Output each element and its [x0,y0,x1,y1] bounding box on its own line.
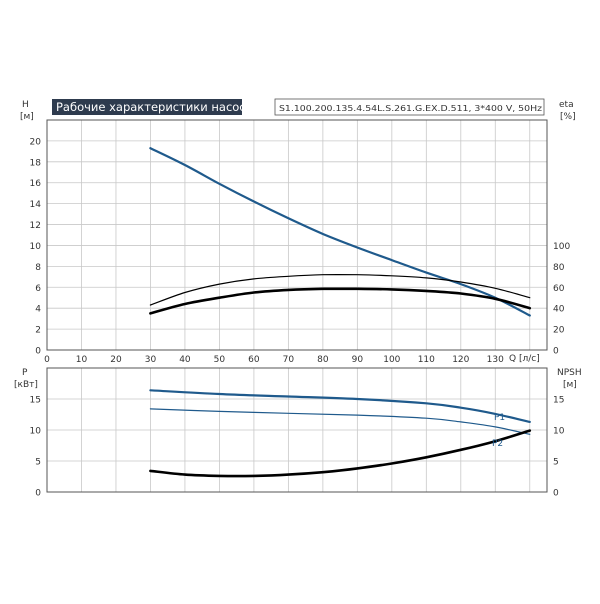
bottom-y-left-tick-label: 15 [30,396,41,406]
bottom-y-right-tick-label: 0 [553,489,559,499]
x-tick-label: 100 [383,355,400,365]
top-y-left-tick-label: 2 [35,326,41,336]
x-tick-label: 10 [76,355,88,365]
bottom-y-left-unit: [кВт] [14,380,38,390]
top-curve-0 [149,147,531,317]
curve-p2 [149,408,531,435]
x-tick-label: 50 [214,355,226,365]
top-y-right-tick-label: 40 [553,305,565,315]
x-tick-label: 60 [248,355,260,365]
bottom-y-right-tick-label: 15 [553,396,564,406]
top-y-right-tick-label: 0 [553,347,559,357]
top-y-left-tick-label: 10 [30,242,42,252]
top-y-left-tick-label: 4 [35,305,41,315]
top-y-left-tick-label: 18 [30,158,42,168]
series-label-p1: P1 [494,413,505,423]
x-tick-label: 110 [418,355,435,365]
bottom-y-right-unit: [м] [563,380,577,390]
curve-p1 [149,389,531,423]
x-tick-label: 80 [317,355,329,365]
bottom-panel-frame [46,367,548,493]
top-curve-1 [149,287,532,315]
frame-layer [46,119,548,493]
tick-layer: 0 10 20 30 40 50 60 70 80 90 100 110 120 130024681012… [30,137,571,498]
x-tick-label: 90 [352,355,364,365]
title-background [52,99,242,115]
x-tick-label: 120 [452,355,469,365]
top-y-left-tick-label: 20 [30,137,42,147]
x-tick-label: 20 [110,355,122,365]
x-tick-label: 0 [44,355,50,365]
x-tick-label: 130 [487,355,504,365]
chart-title: Рабочие характеристики насоса [56,100,253,114]
series-label-p2: P2 [492,439,503,449]
bottom-y-right-tick-label: 10 [553,427,565,437]
x-tick-label: 40 [179,355,191,365]
bottom-y-left-tick-label: 0 [35,489,41,499]
bottom-y-left-tick-label: 5 [35,458,41,468]
bottom-y-right-tick-label: 5 [553,458,559,468]
top-y-right-tick-label: 20 [553,326,565,336]
top-y-left-tick-label: 0 [35,347,41,357]
bottom-y-left-title: P [22,368,28,378]
bottom-y-left-tick-label: 10 [30,427,42,437]
top-y-left-title: H [22,100,29,110]
x-tick-label: 30 [145,355,157,365]
x-tick-label: 70 [283,355,295,365]
model-box [274,98,545,116]
top-y-left-tick-label: 8 [35,263,41,273]
top-y-right-tick-label: 100 [553,242,570,252]
bottom-y-right-title: NPSH [557,368,582,378]
top-y-right-unit: [%] [560,112,576,122]
top-y-right-tick-label: 60 [553,284,565,294]
top-y-left-tick-label: 16 [30,179,42,189]
x-axis-title: Q [л/с] [509,354,540,364]
top-curve-2 [149,273,531,306]
top-y-right-title: eta [559,100,574,110]
top-y-left-tick-label: 6 [35,284,41,294]
pump-model-label: S1.100.200.135.4.54L.S.261.G.EX.D.511, 3… [279,103,542,113]
grid-layer [47,119,547,492]
npsh-curve [149,429,532,478]
curve-layer [149,147,532,478]
top-panel-frame [46,119,548,351]
top-y-left-unit: [м] [20,112,34,122]
top-y-left-tick-label: 14 [30,200,42,210]
top-y-left-tick-label: 12 [30,221,41,231]
top-y-right-tick-label: 80 [553,263,565,273]
